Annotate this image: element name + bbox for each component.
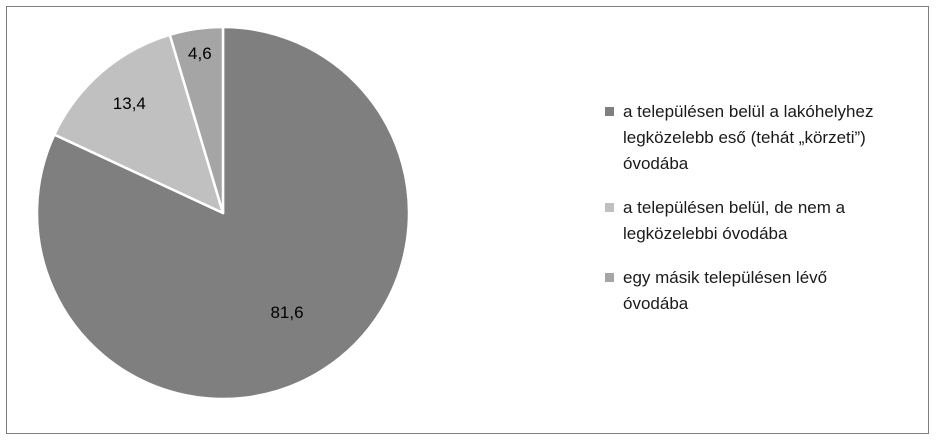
legend-label-line: egy másik településen lévő bbox=[623, 268, 828, 287]
legend-label: a településen belül, de nem a legközelebb… bbox=[623, 198, 845, 243]
legend-item: a településen belül, de nem a legközelebb… bbox=[603, 195, 923, 247]
legend-label-line: legközelebbi óvodába bbox=[623, 224, 788, 243]
legend-swatch bbox=[605, 203, 614, 212]
legend-swatch bbox=[605, 273, 614, 282]
pie-slice bbox=[168, 25, 225, 215]
legend-label-line: a településen belül, de nem a bbox=[623, 198, 846, 217]
legend-label-line: legközelebb eső (tehát „körzeti”) bbox=[623, 128, 866, 147]
legend-label: a településen belül a lakóhelyhez legköze… bbox=[623, 102, 873, 173]
legend-item: a településen belül a lakóhelyhez legköze… bbox=[603, 99, 923, 177]
legend: a településen belül a lakóhelyhez legköze… bbox=[603, 99, 923, 335]
legend-label-line: óvodába bbox=[623, 154, 689, 173]
pie-slice bbox=[53, 33, 225, 215]
slice-value-label: 81,6 bbox=[270, 303, 303, 322]
legend-item: egy másik településen lévő óvodába bbox=[603, 265, 923, 317]
legend-label-line: a településen belül a lakóhelyhez bbox=[623, 102, 874, 121]
legend-label: egy másik településen lévő óvodába bbox=[623, 268, 827, 313]
legend-swatch bbox=[605, 107, 614, 116]
legend-label-line: óvodába bbox=[623, 294, 689, 313]
slice-value-label: 13,4 bbox=[113, 94, 146, 113]
slice-value-label: 4,6 bbox=[188, 44, 212, 63]
chart-frame: 81,6 13,4 4,6 a településen belül a lakóhe… bbox=[6, 6, 929, 434]
pie-chart: 81,6 13,4 4,6 bbox=[35, 25, 411, 401]
